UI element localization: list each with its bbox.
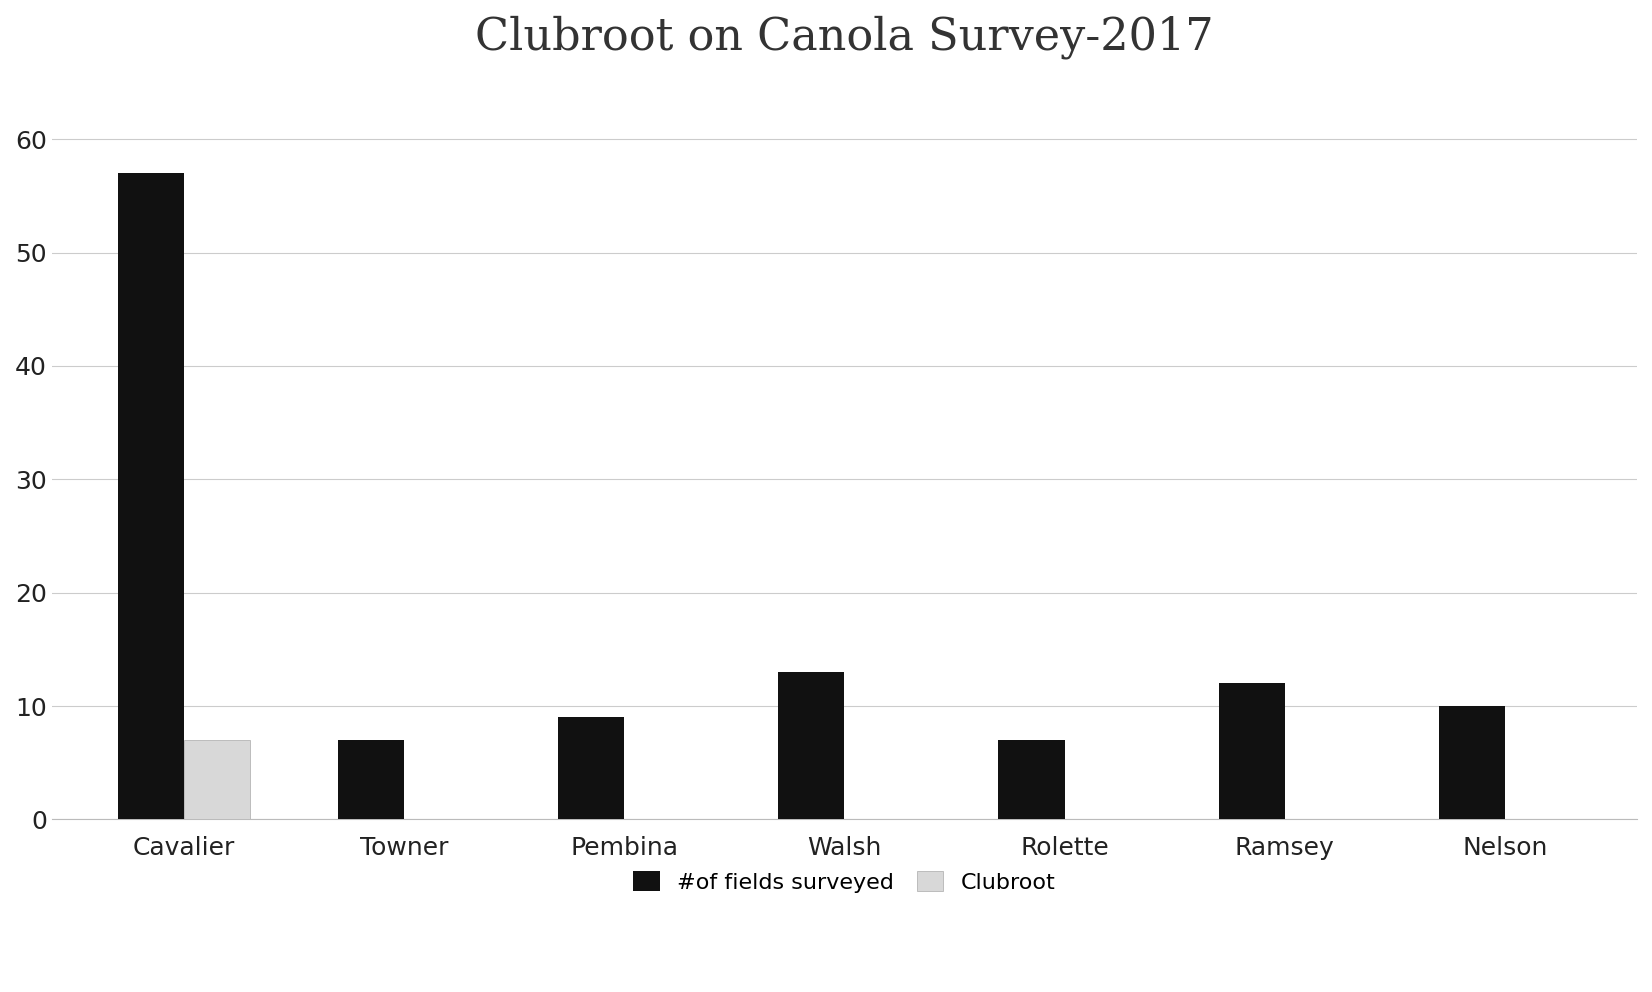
Bar: [1439, 706, 1505, 819]
Legend: #of fields surveyed, Clubroot: #of fields surveyed, Clubroot: [621, 860, 1067, 904]
Bar: [183, 740, 249, 819]
Bar: [778, 672, 844, 819]
Title: Clubroot on Canola Survey-2017: Clubroot on Canola Survey-2017: [476, 15, 1214, 59]
Bar: [1219, 683, 1285, 819]
Bar: [558, 717, 624, 819]
Bar: [339, 740, 405, 819]
Bar: [117, 174, 183, 819]
Bar: [998, 740, 1064, 819]
